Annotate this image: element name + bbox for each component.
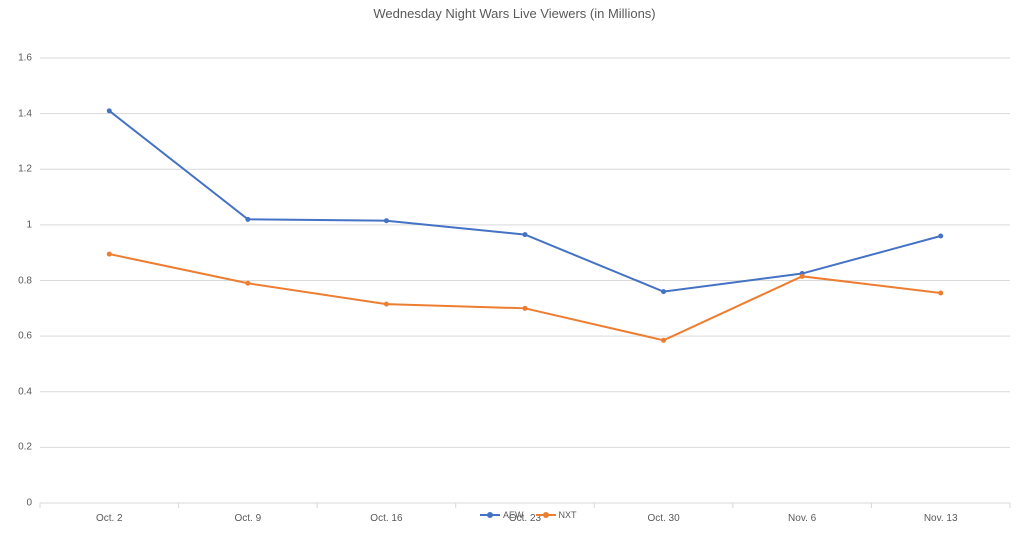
chart-container: Wednesday Night Wars Live Viewers (in Mi… [0, 0, 1029, 548]
x-tick-label: Oct. 2 [96, 513, 123, 524]
y-tick-label: 0.6 [0, 331, 32, 342]
series-marker-aew [384, 218, 389, 223]
series-marker-nxt [107, 252, 112, 257]
series-marker-aew [938, 234, 943, 239]
series-marker-nxt [938, 291, 943, 296]
series-marker-nxt [384, 302, 389, 307]
x-tick-label: Nov. 13 [924, 513, 958, 524]
series-marker-aew [523, 232, 528, 237]
legend: AEW NXT [480, 510, 577, 520]
y-tick-label: 1 [0, 219, 32, 230]
series-marker-nxt [800, 274, 805, 279]
series-marker-nxt [245, 281, 250, 286]
x-tick-label: Oct. 16 [370, 513, 402, 524]
legend-item-nxt: NXT [536, 510, 577, 520]
legend-label: AEW [503, 510, 524, 520]
series-line-nxt [109, 254, 940, 340]
y-tick-label: 0 [0, 498, 32, 509]
plot-area [0, 0, 1029, 548]
series-marker-nxt [523, 306, 528, 311]
legend-swatch-icon [480, 511, 500, 519]
y-tick-label: 0.2 [0, 442, 32, 453]
legend-label: NXT [559, 510, 577, 520]
series-marker-nxt [661, 338, 666, 343]
y-tick-label: 1.2 [0, 164, 32, 175]
x-tick-label: Nov. 6 [788, 513, 816, 524]
legend-swatch-icon [536, 511, 556, 519]
series-marker-aew [245, 217, 250, 222]
series-line-aew [109, 111, 940, 292]
y-tick-label: 0.8 [0, 275, 32, 286]
y-tick-label: 1.4 [0, 108, 32, 119]
series-marker-aew [107, 108, 112, 113]
x-tick-label: Oct. 9 [235, 513, 262, 524]
y-tick-label: 0.4 [0, 386, 32, 397]
y-tick-label: 1.6 [0, 53, 32, 64]
series-marker-aew [661, 289, 666, 294]
x-tick-label: Oct. 30 [647, 513, 679, 524]
legend-item-aew: AEW [480, 510, 524, 520]
